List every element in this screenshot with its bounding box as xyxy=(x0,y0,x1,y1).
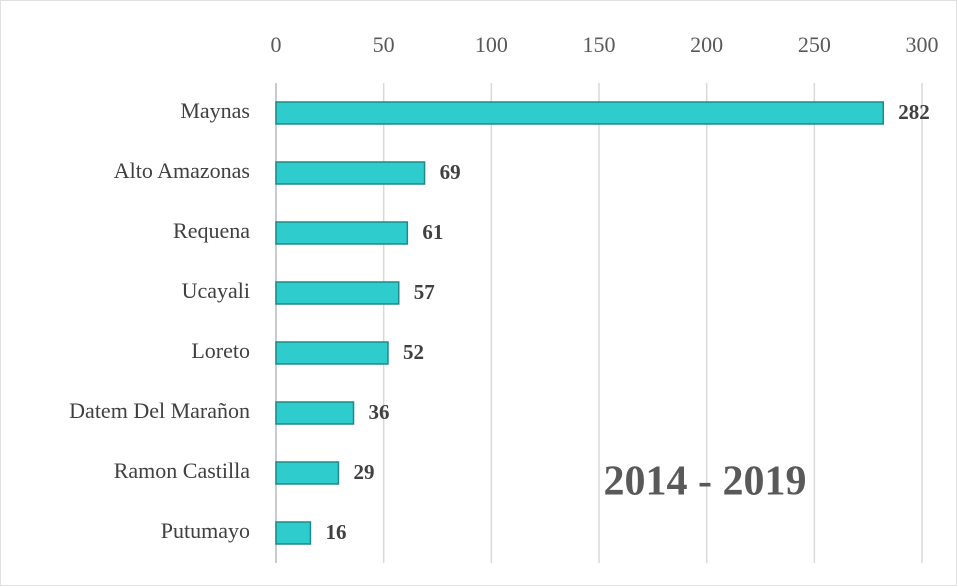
x-tick-label: 100 xyxy=(475,32,508,57)
data-label: 57 xyxy=(414,280,435,304)
x-tick-label: 50 xyxy=(373,32,395,57)
bar xyxy=(275,341,389,365)
y-tick-label: Ucayali xyxy=(182,278,250,303)
y-tick-label: Datem Del Marañon xyxy=(69,398,250,423)
x-tick-label: 200 xyxy=(690,32,723,57)
x-tick-label: 0 xyxy=(271,32,282,57)
data-label: 69 xyxy=(440,160,461,184)
y-tick-label: Alto Amazonas xyxy=(114,158,250,183)
data-label: 52 xyxy=(403,340,424,364)
x-tick-label: 150 xyxy=(583,32,616,57)
y-tick-label: Putumayo xyxy=(161,518,250,543)
bar xyxy=(275,101,884,125)
bar xyxy=(275,461,340,485)
data-label: 29 xyxy=(353,460,374,484)
y-tick-label: Requena xyxy=(173,218,250,243)
y-tick-label: Ramon Castilla xyxy=(114,458,251,483)
y-tick-label: Maynas xyxy=(180,98,250,123)
bar xyxy=(275,521,312,545)
data-label: 36 xyxy=(369,400,390,424)
bar xyxy=(275,281,400,305)
data-label: 282 xyxy=(898,100,930,124)
data-label: 61 xyxy=(422,220,443,244)
bar xyxy=(275,221,409,245)
annotation: 2014 - 2019 xyxy=(604,459,807,505)
bar xyxy=(275,161,426,185)
data-label: 16 xyxy=(325,520,346,544)
x-tick-label: 300 xyxy=(906,32,939,57)
bar xyxy=(275,401,355,425)
y-tick-label: Loreto xyxy=(191,338,250,363)
x-tick-label: 250 xyxy=(798,32,831,57)
